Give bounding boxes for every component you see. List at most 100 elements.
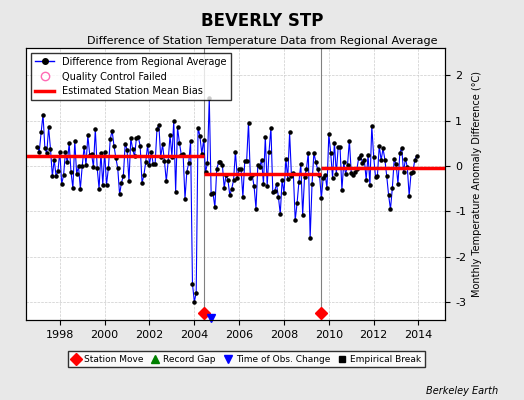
Point <box>356 152 365 158</box>
Point <box>280 190 288 196</box>
Legend: Difference from Regional Average, Quality Control Failed, Estimated Station Mean: Difference from Regional Average, Qualit… <box>31 53 231 100</box>
Point <box>252 206 260 212</box>
Point <box>128 146 137 152</box>
Point <box>138 180 146 186</box>
Point <box>270 188 279 194</box>
Point <box>351 169 359 176</box>
Point <box>48 173 57 179</box>
Point <box>227 186 236 192</box>
Point <box>160 158 169 164</box>
Point <box>209 190 217 196</box>
Point <box>130 153 139 160</box>
Point <box>325 131 333 138</box>
Point <box>304 150 312 156</box>
Point <box>173 124 182 130</box>
Point <box>190 299 199 305</box>
Point <box>84 132 92 139</box>
Point <box>399 169 408 176</box>
Point <box>42 150 51 156</box>
Point <box>294 178 303 185</box>
Point <box>317 195 325 201</box>
Point <box>110 143 118 149</box>
Point <box>194 124 202 131</box>
Point <box>286 129 294 136</box>
Point <box>246 174 255 181</box>
Point <box>366 182 374 188</box>
Point <box>282 156 290 162</box>
Point <box>132 135 140 141</box>
Point <box>71 138 79 144</box>
Point <box>239 194 247 200</box>
Point <box>310 150 318 156</box>
Point <box>297 161 305 167</box>
Point <box>368 122 376 129</box>
Point <box>334 144 342 150</box>
Point <box>336 144 344 150</box>
Point <box>155 121 163 128</box>
Point <box>59 172 68 178</box>
Point <box>127 135 135 142</box>
Point <box>72 170 81 177</box>
Point <box>326 150 335 156</box>
Point <box>91 126 100 132</box>
Point <box>349 172 357 178</box>
Point <box>272 181 281 187</box>
Point <box>329 175 337 181</box>
Point <box>184 160 193 166</box>
Point <box>302 166 311 172</box>
Point <box>136 143 144 149</box>
Point <box>145 161 154 168</box>
Point <box>283 176 292 182</box>
Point <box>312 159 320 165</box>
Point <box>231 148 239 155</box>
Point <box>306 235 314 242</box>
Point <box>179 151 187 158</box>
Point <box>203 160 212 166</box>
Point <box>373 172 381 179</box>
Point <box>99 182 107 188</box>
Point <box>276 211 285 217</box>
Point <box>265 148 273 155</box>
Point <box>261 134 269 140</box>
Point <box>383 173 391 180</box>
Point <box>168 153 176 160</box>
Point <box>315 171 324 178</box>
Point <box>188 280 196 287</box>
Point <box>330 140 339 146</box>
Point <box>250 183 258 190</box>
Point <box>196 133 204 140</box>
Point <box>299 212 307 218</box>
Point <box>411 157 419 164</box>
Point <box>187 138 195 144</box>
Point <box>58 180 66 187</box>
Point <box>144 142 152 148</box>
Point <box>153 126 161 132</box>
Point <box>230 177 238 184</box>
Point <box>362 176 370 183</box>
Point <box>35 148 43 155</box>
Point <box>289 170 298 176</box>
Point <box>45 124 53 130</box>
Point <box>235 166 243 172</box>
Point <box>287 173 296 180</box>
Point <box>125 178 133 184</box>
Point <box>170 118 178 124</box>
Point <box>412 153 421 159</box>
Point <box>321 171 329 178</box>
Point <box>398 144 406 151</box>
Point <box>319 174 328 181</box>
Point <box>54 168 62 174</box>
Point <box>119 173 127 179</box>
Point <box>198 150 206 157</box>
Point <box>390 156 398 163</box>
Point <box>37 129 46 136</box>
Point <box>380 156 389 163</box>
Point <box>308 181 316 188</box>
Point <box>300 174 309 181</box>
Point <box>218 162 226 168</box>
Point <box>259 180 268 187</box>
Point <box>207 190 215 197</box>
Point <box>85 152 94 158</box>
Text: Berkeley Earth: Berkeley Earth <box>425 386 498 396</box>
Point <box>364 152 372 158</box>
